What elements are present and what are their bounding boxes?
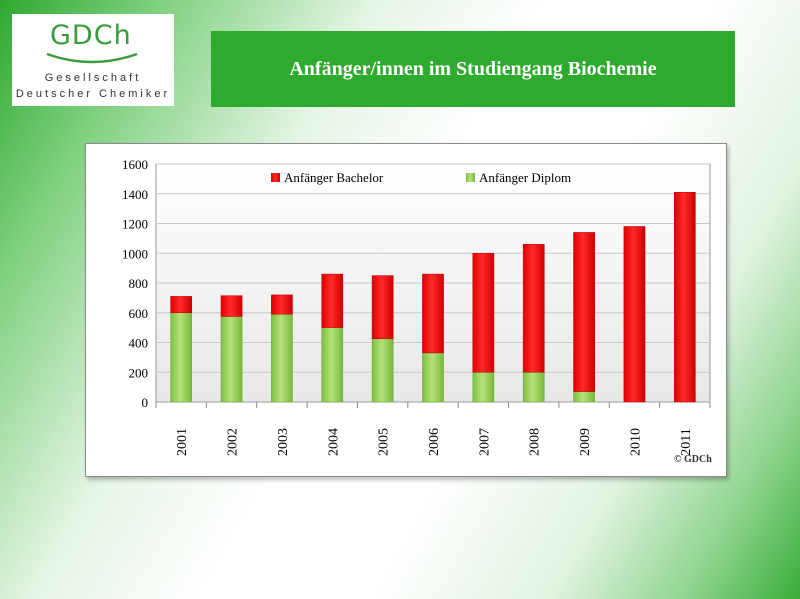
x-tick-label: 2003 (276, 428, 291, 456)
x-tick-label: 2008 (528, 428, 543, 456)
logo-line-1: Gesellschaft (44, 72, 142, 84)
bar-bachelor-2011 (673, 192, 696, 403)
legend-label-bachelor: Anfänger Bachelor (284, 170, 384, 185)
x-tick-label: 2002 (226, 428, 241, 456)
y-tick-label: 200 (129, 365, 149, 380)
bar-diplom-2001 (170, 312, 193, 403)
bar-bachelor-2005 (371, 275, 394, 340)
bar-bachelor-2007 (472, 253, 495, 373)
bar-diplom-2009 (573, 391, 595, 403)
y-tick-label: 0 (142, 395, 149, 410)
bar-bachelor-2006 (422, 273, 444, 354)
logo-swoosh-icon (46, 52, 138, 64)
bar-diplom-2006 (422, 352, 444, 403)
y-tick-label: 600 (129, 306, 149, 321)
gdch-logo: GDCh Gesellschaft Deutscher Chemiker (12, 14, 174, 106)
y-tick-label: 1200 (122, 217, 148, 232)
x-tick-label: 2001 (175, 428, 190, 456)
bar-diplom-2004 (321, 327, 344, 403)
y-tick-label: 1000 (122, 246, 148, 261)
y-tick-label: 800 (129, 276, 149, 291)
legend-swatch-bachelor (271, 173, 280, 182)
bar-bachelor-2009 (573, 232, 595, 392)
bar-diplom-2003 (271, 313, 293, 403)
bar-bachelor-2002 (220, 295, 243, 317)
bar-bachelor-2004 (321, 273, 344, 328)
y-tick-label: 1600 (122, 157, 148, 172)
y-tick-label: 400 (129, 336, 149, 351)
legend-label-diplom: Anfänger Diplom (479, 170, 571, 185)
stacked-bar-chart: 0 200 400 600 800 1000 1200 1400 1600 2001 2002 20… (122, 157, 712, 465)
page-title: Anfänger/innen im Studiengang Biochemie (289, 57, 657, 80)
bar-bachelor-2003 (271, 294, 293, 315)
x-tick-label: 2004 (326, 428, 341, 456)
logo-line-2: Deutscher Chemiker (15, 88, 171, 100)
x-tick-label: 2010 (628, 428, 643, 456)
bar-diplom-2005 (371, 338, 394, 403)
x-tick-label: 2005 (377, 428, 392, 456)
bar-diplom-2007 (472, 372, 495, 403)
y-tick-label: 1400 (122, 187, 148, 202)
logo-mark: GDCh (50, 20, 132, 51)
bar-bachelor-2001 (170, 296, 193, 313)
x-tick-label: 2006 (427, 428, 442, 456)
bar-bachelor-2008 (522, 244, 545, 373)
x-tick-label: 2011 (679, 428, 694, 455)
bar-diplom-2002 (220, 316, 243, 403)
copyright-label: © GDCh (674, 454, 712, 465)
bar-bachelor-2010 (623, 226, 646, 403)
legend-swatch-diplom (466, 173, 475, 182)
x-tick-label: 2009 (578, 428, 593, 456)
title-banner: Anfänger/innen im Studiengang Biochemie (211, 31, 735, 107)
legend: Anfänger Bachelor Anfänger Diplom (271, 170, 571, 185)
x-tick-label: 2007 (477, 428, 492, 456)
chart-frame: 0 200 400 600 800 1000 1200 1400 1600 2001 2002 20… (85, 143, 727, 477)
bar-diplom-2008 (522, 372, 545, 403)
